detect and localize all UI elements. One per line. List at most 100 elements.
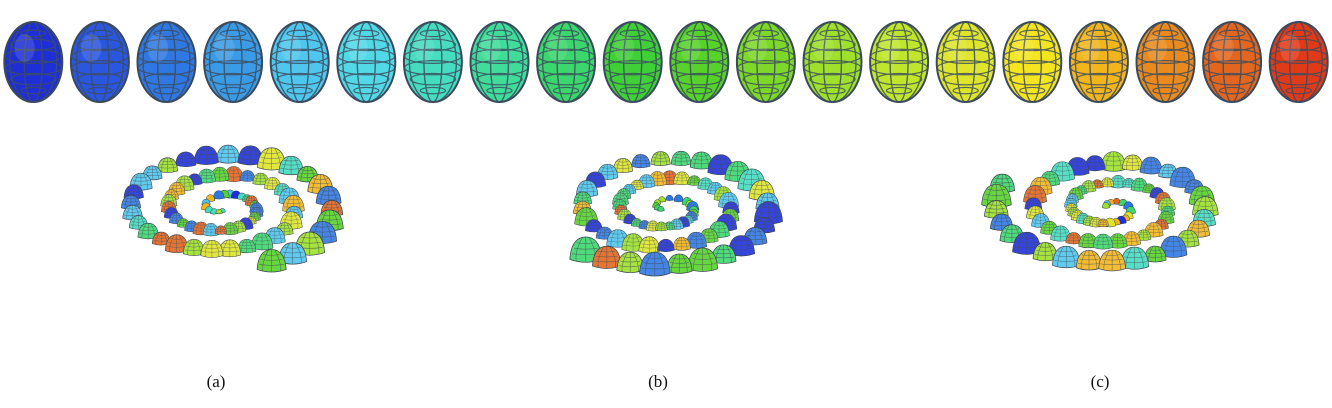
spiral-glyph	[1084, 155, 1106, 172]
colormap-ellipsoid	[402, 21, 463, 103]
spiral-glyph	[727, 235, 756, 257]
spiral-glyph	[569, 236, 603, 263]
spiral-glyph	[1050, 225, 1071, 242]
spiral-glyph	[673, 171, 691, 186]
spiral-glyph	[218, 239, 242, 258]
colormap-ellipsoid	[869, 21, 930, 103]
spiral-glyph	[1139, 156, 1163, 175]
spiral-glyph	[197, 168, 216, 184]
spiral-glyph	[214, 225, 228, 235]
spiral-glyph	[585, 219, 603, 233]
colormap-ellipsoid	[669, 21, 730, 103]
spiral-glyph	[1144, 245, 1167, 263]
spiral-glyph	[1136, 229, 1152, 241]
caption-c: (c)	[1090, 372, 1110, 391]
colormap-ellipsoid	[203, 21, 264, 103]
spiral-glyph	[215, 208, 223, 215]
spiral-glyph	[193, 145, 219, 165]
caption-a: (a)	[206, 372, 226, 391]
spiral-glyph	[1101, 202, 1110, 209]
colormap-ellipsoid	[1202, 21, 1263, 103]
colormap-ellipsoid	[602, 21, 663, 103]
spiral-glyph	[657, 196, 666, 203]
spiral-glyph	[1121, 154, 1144, 171]
spiral-glyph	[650, 151, 671, 166]
spiral-glyph	[1122, 178, 1136, 188]
colormap-ellipsoid	[1268, 21, 1329, 103]
spiral-glyph	[200, 239, 224, 258]
spiral-glyph	[239, 170, 256, 182]
spiral-glyph	[1112, 197, 1121, 205]
spiral-glyph	[689, 151, 714, 170]
spiral-glyph	[638, 236, 661, 254]
spiral-glyph	[213, 190, 225, 200]
colormap-ellipsoid	[935, 21, 996, 103]
spiral-glyph	[687, 175, 702, 186]
spiral-panel-b	[569, 150, 783, 277]
spiral-panel-c	[981, 151, 1219, 272]
spiral-glyph	[182, 238, 205, 256]
spiral-glyph	[1100, 151, 1127, 172]
spiral-panel-a	[121, 144, 344, 273]
spiral-glyph	[157, 157, 178, 173]
spiral-glyph	[1032, 242, 1058, 262]
colormap-ellipsoid	[3, 21, 64, 103]
colormap-ellipsoid	[136, 21, 197, 103]
spiral-glyph	[1108, 233, 1128, 249]
spiral-glyph	[616, 251, 645, 273]
spiral-glyph	[294, 231, 326, 256]
spiral-glyph	[257, 147, 287, 171]
spiral-glyph	[1097, 218, 1109, 228]
spiral-glyph	[672, 237, 691, 251]
spiral-glyph	[685, 231, 708, 249]
spiral-glyph	[1159, 235, 1188, 258]
spiral-glyph	[670, 150, 692, 166]
spiral-glyph	[1122, 231, 1141, 246]
spiral-glyph	[175, 151, 197, 168]
spiral-glyph	[655, 221, 668, 232]
spiral-glyph	[631, 154, 651, 169]
spiral-glyph	[237, 145, 264, 166]
spiral-glyph	[1065, 232, 1082, 245]
spiral-glyph	[687, 247, 719, 272]
colormap-ellipsoid	[69, 21, 130, 103]
colormap-ellipsoid	[1002, 21, 1063, 103]
colormap-ellipsoid	[536, 21, 597, 103]
spiral-glyph	[665, 194, 674, 201]
spiral-glyph	[621, 233, 645, 252]
spiral-glyph	[237, 238, 257, 254]
spiral-glyph	[1157, 197, 1176, 212]
spiral-glyph	[612, 158, 633, 173]
colormap-ellipsoid	[269, 21, 330, 103]
spiral-glyph	[1052, 245, 1081, 269]
spiral-glyph	[1098, 249, 1126, 272]
colormap-ellipsoid	[1135, 21, 1196, 103]
spiral-glyph	[215, 144, 241, 164]
caption-b: (b)	[648, 372, 668, 391]
colormap-ellipsoid	[735, 21, 796, 103]
spiral-glyph	[164, 234, 189, 253]
spiral-glyph	[315, 185, 342, 206]
colormap-ellipsoid	[1068, 21, 1129, 103]
spiral-glyph	[1078, 233, 1098, 249]
spiral-glyph	[250, 232, 274, 251]
colormap-legend-row	[3, 21, 1329, 103]
colormap-ellipsoid	[802, 21, 863, 103]
spiral-glyph	[673, 194, 684, 203]
spiral-glyph	[639, 251, 671, 277]
spiral-glyph	[1075, 250, 1103, 271]
spiral-glyph	[1120, 246, 1150, 270]
spiral-glyph	[278, 155, 304, 176]
spiral-glyph	[657, 205, 665, 212]
spiral-glyph	[1093, 233, 1114, 250]
spiral-glyph	[1109, 174, 1127, 189]
spiral-glyph	[278, 242, 307, 265]
spiral-glyph	[711, 244, 737, 264]
colormap-ellipsoid	[336, 21, 397, 103]
spiral-glyph	[657, 238, 675, 252]
colormap-ellipsoid	[469, 21, 530, 103]
spiral-glyph	[592, 245, 622, 269]
spiral-glyph	[1100, 177, 1114, 188]
spiral-glyph	[256, 249, 287, 273]
spiral-glyph	[666, 253, 693, 274]
